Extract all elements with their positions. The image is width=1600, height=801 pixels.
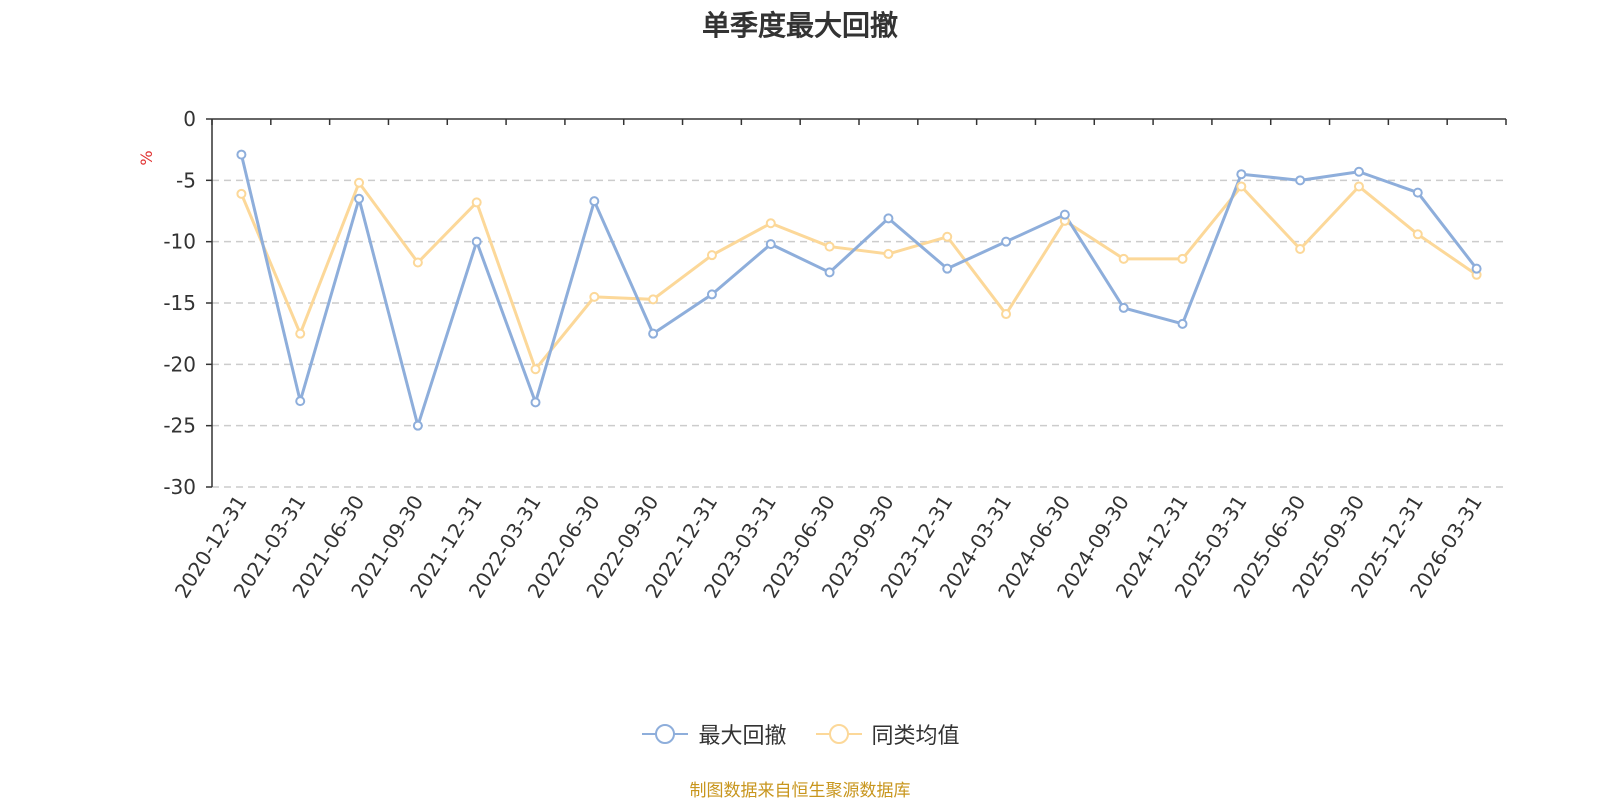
data-point-max-drawdown (883, 213, 894, 224)
data-point-peer-average (471, 197, 482, 208)
data-point-peer-average (942, 231, 953, 242)
data-point-max-drawdown (942, 263, 953, 274)
data-point-peer-average (530, 364, 541, 375)
legend: 最大回撤 同类均值 (0, 718, 1600, 752)
data-point-max-drawdown (648, 328, 659, 339)
data-point-peer-average (1412, 229, 1423, 240)
series-lines (236, 149, 1482, 431)
data-point-max-drawdown (1295, 175, 1306, 186)
data-point-max-drawdown (1059, 209, 1070, 220)
y-tick-label: -25 (163, 414, 196, 438)
data-point-peer-average (1353, 181, 1364, 192)
data-point-max-drawdown (589, 196, 600, 207)
data-point-max-drawdown (1471, 263, 1482, 274)
data-point-peer-average (354, 177, 365, 188)
data-point-max-drawdown (236, 149, 247, 160)
source-note: 制图数据来自恒生聚源数据库 (689, 781, 911, 801)
series-line-max-drawdown (239, 154, 1478, 428)
data-point-max-drawdown (1236, 169, 1247, 180)
y-tick-label: -30 (163, 475, 196, 499)
data-point-max-drawdown (824, 267, 835, 278)
data-point-peer-average (706, 250, 717, 261)
y-tick-label: -15 (163, 291, 196, 315)
data-point-max-drawdown (1118, 302, 1129, 313)
data-point-max-drawdown (412, 420, 423, 431)
data-point-peer-average (883, 248, 894, 259)
data-point-max-drawdown (765, 239, 776, 250)
data-point-max-drawdown (295, 396, 306, 407)
data-point-max-drawdown (1177, 318, 1188, 329)
chart-title: 单季度最大回撤 (701, 9, 898, 42)
data-point-max-drawdown (354, 193, 365, 204)
data-point-peer-average (295, 328, 306, 339)
y-axis-label: % (137, 150, 156, 165)
data-point-peer-average (1177, 253, 1188, 264)
x-tick-labels: 2020-12-312021-03-312021-06-302021-09-30… (170, 491, 1487, 602)
data-point-max-drawdown (1412, 187, 1423, 198)
data-point-peer-average (1236, 181, 1247, 192)
axes: 0 -5 -10 -15 -20 -25 -30 (163, 107, 1507, 499)
data-point-max-drawdown (1001, 236, 1012, 247)
data-point-peer-average (1118, 253, 1129, 264)
data-point-peer-average (1001, 309, 1012, 320)
y-tick-label: -10 (163, 230, 196, 254)
legend-label-max-drawdown: 最大回撤 (698, 724, 787, 749)
y-tick-label: -20 (163, 352, 196, 376)
data-point-max-drawdown (530, 397, 541, 408)
data-point-max-drawdown (471, 236, 482, 247)
data-point-peer-average (765, 218, 776, 229)
y-tick-label: 0 (183, 107, 196, 131)
data-point-max-drawdown (706, 289, 717, 300)
legend-item-peer-average[interactable]: 同类均值 (814, 718, 960, 750)
series-line-peer-average (240, 181, 1478, 371)
legend-swatch-max-drawdown (642, 724, 689, 744)
data-point-peer-average (1295, 244, 1306, 255)
data-point-max-drawdown (1353, 166, 1364, 177)
legend-item-max-drawdown[interactable]: 最大回撤 (640, 718, 787, 750)
grid-lines (212, 179, 1506, 488)
legend-swatch-peer-average (815, 724, 862, 744)
data-point-peer-average (412, 257, 423, 268)
data-point-peer-average (648, 294, 659, 305)
y-tick-label: -5 (176, 168, 196, 192)
data-point-peer-average (824, 241, 835, 252)
legend-label-peer-average: 同类均值 (871, 724, 960, 749)
data-point-peer-average (589, 291, 600, 302)
data-point-peer-average (236, 188, 247, 199)
